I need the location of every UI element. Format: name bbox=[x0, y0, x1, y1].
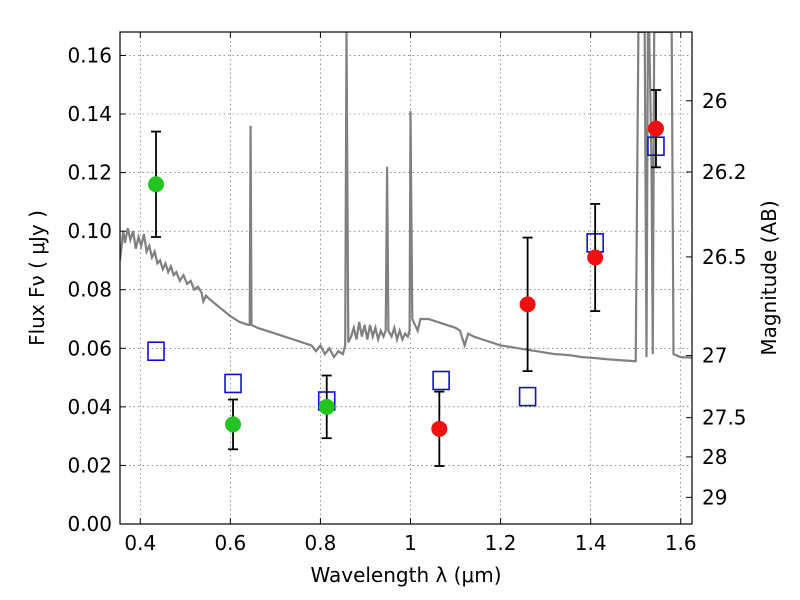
green-data-point bbox=[225, 416, 242, 433]
y-tick-label: 0.08 bbox=[67, 278, 112, 302]
model-photometry-square bbox=[224, 373, 242, 394]
red-data-point bbox=[587, 249, 604, 266]
data-points bbox=[147, 89, 665, 467]
model-photometry-square bbox=[518, 386, 537, 407]
green-data-point bbox=[318, 398, 335, 415]
y-tick-label: 0.16 bbox=[67, 43, 112, 67]
model-spectrum-line bbox=[120, 32, 692, 363]
model-photometry-square bbox=[432, 370, 450, 391]
x-tick-label: 0.4 bbox=[124, 531, 156, 555]
y2-tick-label: 26.5 bbox=[702, 245, 747, 269]
x-tick-label: 1.4 bbox=[575, 531, 607, 555]
y-tick-label: 0.06 bbox=[67, 336, 112, 360]
y-axis-label: Flux Fν ( μJy ) bbox=[25, 210, 49, 346]
y2-tick-label: 29 bbox=[702, 485, 727, 509]
y-tick-label: 0.12 bbox=[67, 161, 112, 185]
x-tick-label: 0.6 bbox=[214, 531, 246, 555]
x-tick-label: 1 bbox=[404, 531, 417, 555]
y2-tick-label: 26.2 bbox=[702, 160, 747, 184]
x-axis-label: Wavelength λ (μm) bbox=[310, 563, 501, 587]
green-data-point bbox=[148, 176, 165, 193]
y2-tick-label: 26 bbox=[702, 89, 727, 113]
plot-frame bbox=[119, 31, 693, 525]
red-data-point bbox=[519, 296, 536, 313]
y-tick-label: 0.10 bbox=[67, 219, 112, 243]
grid bbox=[120, 32, 692, 525]
red-data-point bbox=[647, 120, 664, 137]
y2-tick-label: 27.5 bbox=[702, 406, 747, 430]
y-tick-label: 0.14 bbox=[67, 102, 112, 126]
x-tick-label: 0.8 bbox=[305, 531, 337, 555]
y-tick-label: 0.04 bbox=[67, 395, 112, 419]
y2-axis-label: Magnitude (AB) bbox=[757, 200, 781, 355]
y2-tick-label: 28 bbox=[702, 445, 727, 469]
y-tick-label: 0.02 bbox=[67, 453, 112, 477]
model-spectrum bbox=[120, 32, 692, 363]
y2-tick-label: 27 bbox=[702, 344, 727, 368]
x-tick-label: 1.6 bbox=[665, 531, 697, 555]
x-tick-label: 1.2 bbox=[485, 531, 517, 555]
red-data-point bbox=[431, 420, 448, 437]
model-photometry-square bbox=[147, 341, 165, 362]
axis-ticks: 0.4 0.6 0.8 1 1.2 1.4 1.6 0.00 0.02 0.04 0.06 0.08 0… bbox=[67, 32, 747, 555]
y-tick-label: 0.00 bbox=[67, 512, 112, 536]
